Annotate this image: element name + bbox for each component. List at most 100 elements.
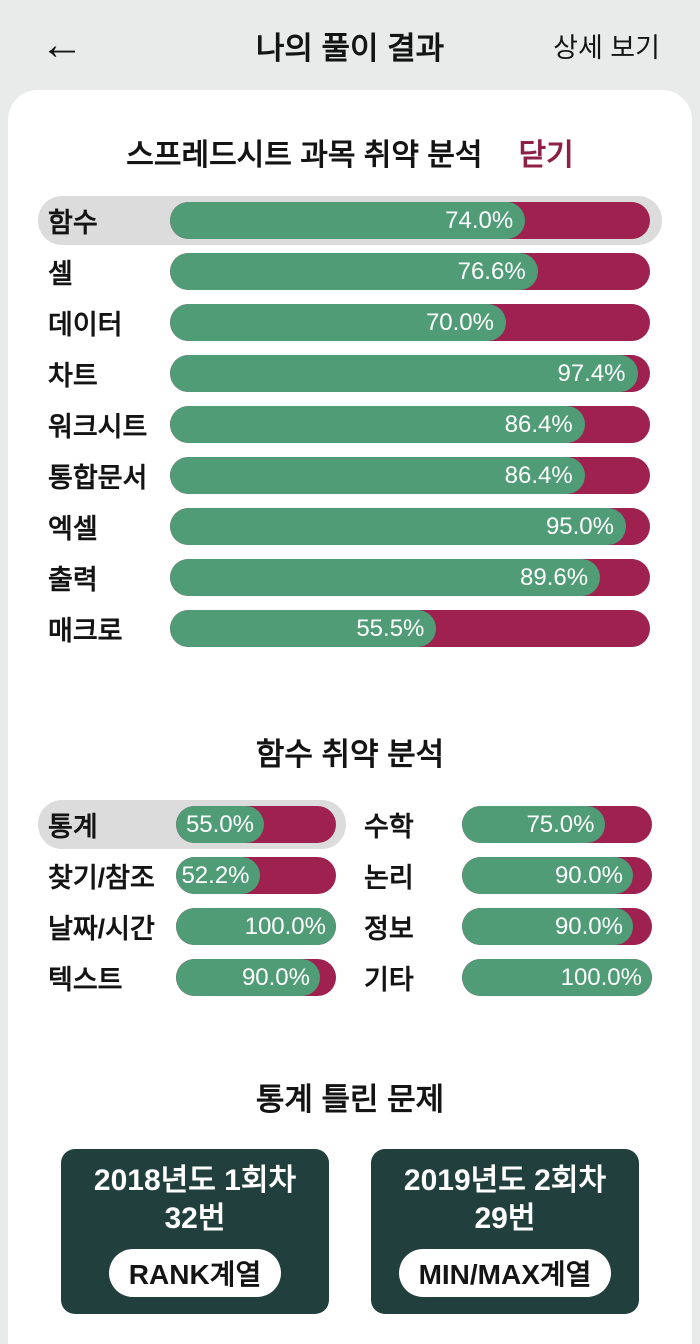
subject-label: 함수 xyxy=(48,208,98,238)
subject-bar-list: 함수 74.0% 셀 76.6% 데이터 70.0% xyxy=(8,196,692,653)
percent-label: 95.0% xyxy=(545,512,614,540)
subject-section-title: 스프레드시트 과목 취약 분석 xyxy=(126,139,483,172)
subject-bar: 86.4% xyxy=(170,457,650,494)
question-number: 29번 xyxy=(474,1201,536,1235)
function-bar: 90.0% xyxy=(462,857,652,894)
percent-label: 86.4% xyxy=(504,461,573,489)
function-label: 통계 xyxy=(48,812,98,842)
function-row-text[interactable]: 텍스트 90.0% xyxy=(38,953,346,1002)
percent-label: 97.4% xyxy=(557,359,626,387)
function-label: 날짜/시간 xyxy=(48,914,155,944)
subject-row-output[interactable]: 출력 89.6% xyxy=(38,553,662,602)
percent-label: 70.0% xyxy=(425,308,494,336)
correct-rate-fill: 95.0% xyxy=(170,508,626,545)
wrong-problem-cards: 2018년도 1회차 32번 RANK계열 2019년도 2회차 29번 MIN… xyxy=(8,1149,692,1314)
correct-rate-fill: 90.0% xyxy=(176,959,320,996)
function-row-naljja-sigan[interactable]: 날짜/시간 100.0% xyxy=(38,902,346,951)
subject-bar: 55.5% xyxy=(170,610,650,647)
subject-row-worksheet[interactable]: 워크시트 86.4% xyxy=(38,400,662,449)
detail-view-link[interactable]: 상세 보기 xyxy=(553,32,660,63)
function-bar: 100.0% xyxy=(176,908,336,945)
function-bar: 90.0% xyxy=(176,959,336,996)
subject-section-header: 스프레드시트 과목 취약 분석 닫기 xyxy=(8,130,692,174)
subject-label: 데이터 xyxy=(48,310,123,340)
percent-label: 55.0% xyxy=(185,810,254,838)
function-bar: 52.2% xyxy=(176,857,336,894)
percent-label: 75.0% xyxy=(526,810,595,838)
subject-row-macro[interactable]: 매크로 55.5% xyxy=(38,604,662,653)
correct-rate-fill: 90.0% xyxy=(462,857,633,894)
function-bar: 55.0% xyxy=(176,806,336,843)
question-number: 32번 xyxy=(164,1201,226,1235)
percent-label: 55.5% xyxy=(356,614,425,642)
subject-label: 출력 xyxy=(48,565,98,595)
function-label: 찾기/참조 xyxy=(48,863,155,893)
correct-rate-fill: 100.0% xyxy=(176,908,336,945)
function-row-tonggye[interactable]: 통계 55.0% xyxy=(38,800,346,849)
subject-row-sel[interactable]: 셀 76.6% xyxy=(38,247,662,296)
percent-label: 90.0% xyxy=(241,963,310,991)
subject-row-chart[interactable]: 차트 97.4% xyxy=(38,349,662,398)
subject-label: 차트 xyxy=(48,361,98,391)
subject-bar: 86.4% xyxy=(170,406,650,443)
subject-bar: 74.0% xyxy=(170,202,650,239)
problem-card-2018-1-32[interactable]: 2018년도 1회차 32번 RANK계열 xyxy=(61,1149,329,1314)
function-bar: 90.0% xyxy=(462,908,652,945)
app-header: ← 나의 풀이 결과 상세 보기 xyxy=(0,0,700,90)
function-label: 정보 xyxy=(364,914,414,944)
function-bar: 100.0% xyxy=(462,959,652,996)
subject-row-workbook[interactable]: 통합문서 86.4% xyxy=(38,451,662,500)
correct-rate-fill: 90.0% xyxy=(462,908,633,945)
problem-card-2019-2-29[interactable]: 2019년도 2회차 29번 MIN/MAX계열 xyxy=(371,1149,639,1314)
function-row-jeongbo[interactable]: 정보 90.0% xyxy=(354,902,662,951)
percent-label: 76.6% xyxy=(457,257,526,285)
function-bar-grid: 통계 55.0% 수학 75.0% 찾기/참조 52.2% xyxy=(8,800,692,1004)
percent-label: 86.4% xyxy=(504,410,573,438)
exam-round: 2019년도 2회차 xyxy=(403,1164,607,1197)
correct-rate-fill: 86.4% xyxy=(170,406,585,443)
results-sheet: 스프레드시트 과목 취약 분석 닫기 함수 74.0% 셀 76.6% 데이터 xyxy=(8,90,692,1344)
correct-rate-fill: 70.0% xyxy=(170,304,506,341)
correct-rate-fill: 75.0% xyxy=(462,806,605,843)
exam-round: 2018년도 1회차 xyxy=(93,1164,297,1197)
function-row-suhak[interactable]: 수학 75.0% xyxy=(354,800,662,849)
percent-label: 52.2% xyxy=(181,861,250,889)
subject-bar: 97.4% xyxy=(170,355,650,392)
subject-row-data[interactable]: 데이터 70.0% xyxy=(38,298,662,347)
subject-bar: 76.6% xyxy=(170,253,650,290)
percent-label: 74.0% xyxy=(445,206,514,234)
function-label: 수학 xyxy=(364,812,414,842)
subject-label: 매크로 xyxy=(48,616,123,646)
subject-label: 셀 xyxy=(48,259,73,289)
subject-label: 워크시트 xyxy=(48,412,148,442)
percent-label: 100.0% xyxy=(560,963,642,991)
close-button[interactable]: 닫기 xyxy=(518,139,574,172)
percent-label: 90.0% xyxy=(554,861,623,889)
percent-label: 90.0% xyxy=(554,912,623,940)
function-row-nonri[interactable]: 논리 90.0% xyxy=(354,851,662,900)
correct-rate-fill: 89.6% xyxy=(170,559,601,596)
subject-row-hamsu[interactable]: 함수 74.0% xyxy=(38,196,662,245)
page-title: 나의 풀이 결과 xyxy=(255,30,445,66)
function-bar: 75.0% xyxy=(462,806,652,843)
subject-bar: 70.0% xyxy=(170,304,650,341)
function-row-gita[interactable]: 기타 100.0% xyxy=(354,953,662,1002)
function-family-badge: RANK계열 xyxy=(108,1249,282,1297)
function-family-badge: MIN/MAX계열 xyxy=(398,1249,612,1297)
function-label: 논리 xyxy=(364,863,414,893)
function-row-chatgi-chamjo[interactable]: 찾기/참조 52.2% xyxy=(38,851,346,900)
correct-rate-fill: 52.2% xyxy=(176,857,260,894)
correct-rate-fill: 55.5% xyxy=(170,610,437,647)
subject-row-excel[interactable]: 엑셀 95.0% xyxy=(38,502,662,551)
subject-label: 엑셀 xyxy=(48,514,98,544)
function-label: 기타 xyxy=(364,965,414,995)
back-arrow-icon[interactable]: ← xyxy=(40,20,84,69)
function-label: 텍스트 xyxy=(48,965,123,995)
correct-rate-fill: 97.4% xyxy=(170,355,638,392)
percent-label: 100.0% xyxy=(244,912,326,940)
correct-rate-fill: 100.0% xyxy=(462,959,652,996)
subject-label: 통합문서 xyxy=(48,463,148,493)
correct-rate-fill: 74.0% xyxy=(170,202,526,239)
correct-rate-fill: 76.6% xyxy=(170,253,538,290)
wrong-problems-title: 통계 틀린 문제 xyxy=(255,1082,445,1117)
